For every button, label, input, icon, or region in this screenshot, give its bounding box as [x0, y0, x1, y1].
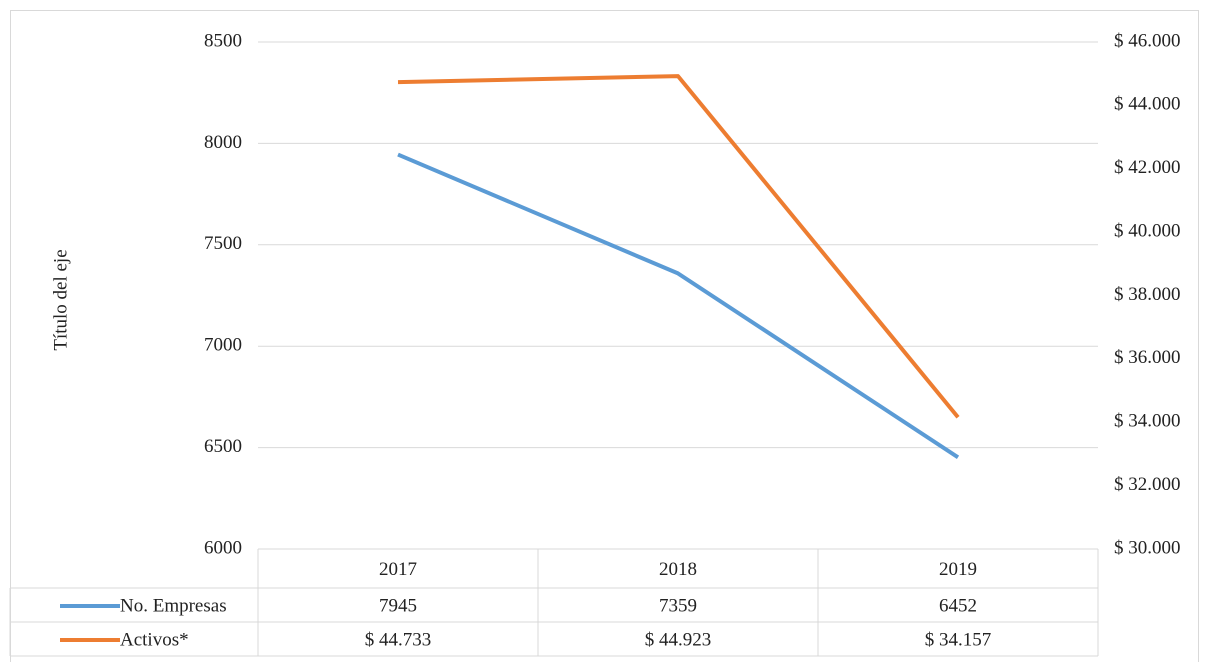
y2-tick-label: $ 32.000	[1114, 474, 1181, 495]
y-tick-label: 7500	[204, 233, 242, 254]
table-value: 7359	[659, 595, 697, 616]
y2-tick-label: $ 30.000	[1114, 537, 1181, 558]
y2-tick-label: $ 46.000	[1114, 30, 1181, 51]
y-tick-label: 7000	[204, 335, 242, 356]
chart-border	[10, 10, 1199, 662]
y2-tick-label: $ 38.000	[1114, 284, 1181, 305]
table-value: $ 34.157	[925, 629, 992, 650]
y2-tick-label: $ 36.000	[1114, 347, 1181, 368]
y2-tick-label: $ 40.000	[1114, 220, 1181, 241]
legend-label: No. Empresas	[120, 595, 227, 616]
table-value: $ 44.923	[645, 629, 712, 650]
y2-tick-label: $ 44.000	[1114, 94, 1181, 115]
y-tick-label: 6500	[204, 436, 242, 457]
y2-tick-label: $ 34.000	[1114, 411, 1181, 432]
x-tick-label: 2017	[379, 559, 417, 580]
table-value: 7945	[379, 595, 417, 616]
y-tick-label: 8500	[204, 30, 242, 51]
x-tick-label: 2018	[659, 559, 697, 580]
y-axis-title: Título del eje	[50, 249, 71, 350]
legend-label: Activos*	[120, 629, 189, 650]
table-value: $ 44.733	[365, 629, 432, 650]
table-value: 6452	[939, 595, 977, 616]
series-line	[397, 152, 960, 460]
y-tick-label: 6000	[204, 537, 242, 558]
series-line	[397, 74, 960, 419]
y2-tick-label: $ 42.000	[1114, 157, 1181, 178]
y-tick-label: 8000	[204, 132, 242, 153]
x-tick-label: 2019	[939, 559, 977, 580]
